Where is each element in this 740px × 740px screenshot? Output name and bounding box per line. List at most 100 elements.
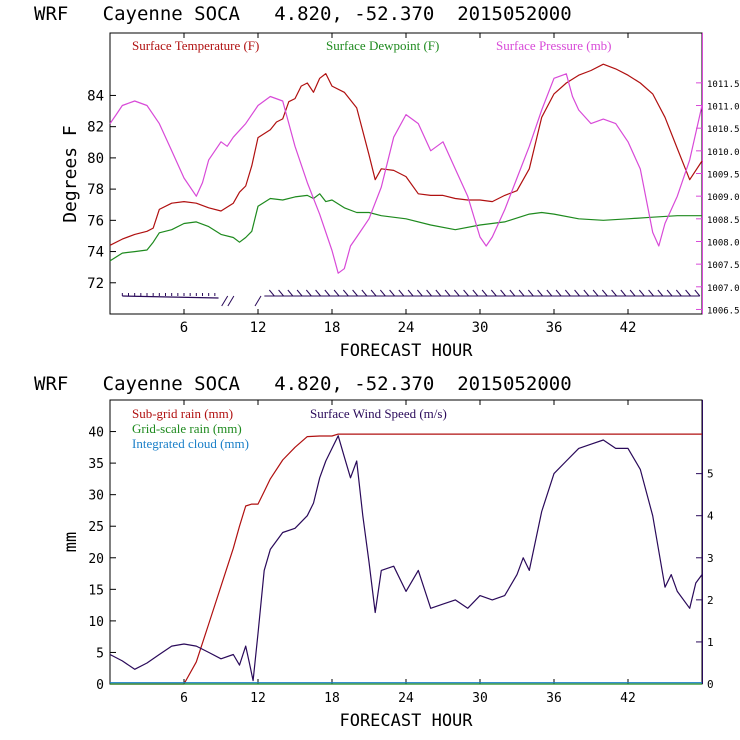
top-right-axis-line: [702, 33, 703, 314]
wind-barb: [620, 289, 627, 297]
x-tick-label: 12: [250, 320, 267, 336]
wind-barb: [481, 289, 488, 297]
y2-tick-label: 1: [707, 636, 714, 649]
y2-tick-label: 1006.5: [707, 306, 740, 316]
wind-barb: [278, 289, 284, 297]
wind-barb: [444, 289, 451, 297]
legend-surface-dewpoint: Surface Dewpoint (F): [326, 38, 439, 53]
bottom-y-axis-label: mm: [61, 532, 81, 552]
y-tick-label: 35: [88, 457, 104, 472]
x-tick-label: 18: [324, 320, 341, 336]
wind-barb: [379, 289, 386, 297]
y2-tick-label: 4: [707, 510, 714, 523]
wind-barb: [638, 289, 645, 297]
y-tick-label: 30: [88, 489, 104, 504]
y-tick-label: 25: [88, 520, 104, 535]
bottom-chart-title: WRF Cayenne SOCA 4.820, -52.370 20150520…: [34, 373, 572, 395]
y-tick-label: 84: [87, 88, 104, 104]
wind-barb: [527, 289, 534, 297]
bottom-y2-axis: 0 1 2 3 4 5: [696, 468, 714, 691]
y-tick-label: 0: [96, 678, 104, 693]
wind-barb: [601, 289, 608, 297]
wind-barb: [518, 289, 525, 297]
y-tick-label: 72: [87, 276, 104, 292]
legend-subgrid-rain: Sub-grid rain (mm): [132, 406, 233, 421]
wind-barb: [666, 289, 673, 297]
x-tick-label: 18: [324, 691, 340, 706]
top-panel: WRF Cayenne SOCA 4.820, -52.370 20150520…: [34, 3, 740, 361]
y2-tick-label: 1010.5: [707, 125, 740, 135]
legend-surface-pressure: Surface Pressure (mb): [496, 38, 612, 53]
wind-barb: [407, 289, 414, 297]
x-tick-label: 12: [250, 691, 266, 706]
wind-barb: [694, 289, 701, 297]
series-line-surface-wind-speed: [109, 435, 703, 682]
y-tick-label: 5: [96, 646, 104, 661]
wind-barb: [333, 289, 340, 297]
y-tick-label: 82: [87, 120, 104, 136]
bottom-x-axis: 6 12 18 24 30 36 42: [180, 400, 636, 706]
top-plot-frame: [109, 32, 703, 315]
y2-tick-label: 1010.0: [707, 148, 740, 158]
wind-barb: [611, 289, 617, 297]
x-tick-label: 30: [472, 691, 488, 706]
wind-barb: [500, 289, 506, 297]
wind-barb: [227, 295, 235, 307]
wind-barb: [509, 289, 516, 297]
top-series-group: [109, 63, 703, 274]
x-tick-label: 24: [398, 320, 415, 336]
wind-barb: [221, 295, 229, 307]
bottom-x-axis-label: FORECAST HOUR: [339, 711, 473, 731]
y2-tick-label: 3: [707, 552, 714, 565]
y-tick-label: 20: [88, 552, 104, 567]
wind-barb: [370, 289, 377, 297]
y-tick-label: 80: [87, 151, 104, 167]
x-tick-label: 6: [180, 320, 188, 336]
top-y-axis: 72 74 76 78 80 82 84: [87, 88, 116, 292]
legend-surface-temperature: Surface Temperature (F): [132, 38, 259, 53]
y2-tick-label: 1008.5: [707, 216, 740, 226]
wind-barb: [675, 289, 682, 297]
wind-barb: [352, 289, 358, 297]
wind-barb: [389, 289, 395, 297]
y2-tick-label: 1008.0: [707, 238, 740, 248]
y2-tick-label: 2: [707, 594, 714, 607]
wind-barb: [453, 289, 460, 297]
y2-tick-label: 1009.0: [707, 193, 740, 203]
legend-gridscale-rain: Grid-scale rain (mm): [132, 421, 242, 436]
top-y2-axis: 1006.5 1007.0 1007.5 1008.0 1008.5 1009.0 1009…: [696, 80, 740, 316]
y-tick-label: 40: [88, 426, 104, 441]
wind-barb: [342, 289, 349, 297]
wind-barb: [472, 289, 479, 297]
y-tick-label: 78: [87, 182, 104, 198]
x-tick-label: 30: [472, 320, 489, 336]
wind-barb: [629, 289, 636, 297]
wind-barb: [426, 289, 432, 297]
x-tick-label: 42: [620, 320, 637, 336]
wind-barb: [268, 289, 275, 297]
wind-barb: [296, 289, 303, 297]
wind-barb: [361, 289, 368, 297]
bottom-right-axis-line: [702, 400, 703, 684]
y2-tick-label: 1011.5: [707, 80, 740, 90]
top-chart-title: WRF Cayenne SOCA 4.820, -52.370 20150520…: [34, 3, 572, 25]
top-x-axis: 6 12 18 24 30 36 42: [180, 33, 637, 336]
wind-barb: [254, 295, 262, 307]
wind-barb: [592, 289, 599, 297]
y2-tick-label: 0: [707, 678, 714, 691]
wind-barb: [398, 289, 405, 297]
wind-barb: [555, 289, 562, 297]
y2-tick-label: 1007.0: [707, 284, 740, 294]
wind-barb: [537, 289, 543, 297]
wind-barb: [574, 289, 580, 297]
wind-barb: [287, 289, 294, 297]
y2-tick-label: 5: [707, 468, 714, 481]
series-line-sub-grid-rain: [110, 433, 702, 685]
wind-barb: [463, 289, 469, 297]
wind-barb: [685, 289, 691, 297]
x-tick-label: 42: [620, 691, 636, 706]
wind-barb: [416, 289, 423, 297]
x-tick-label: 36: [546, 691, 562, 706]
series-line-surface-temperature: [109, 63, 703, 246]
